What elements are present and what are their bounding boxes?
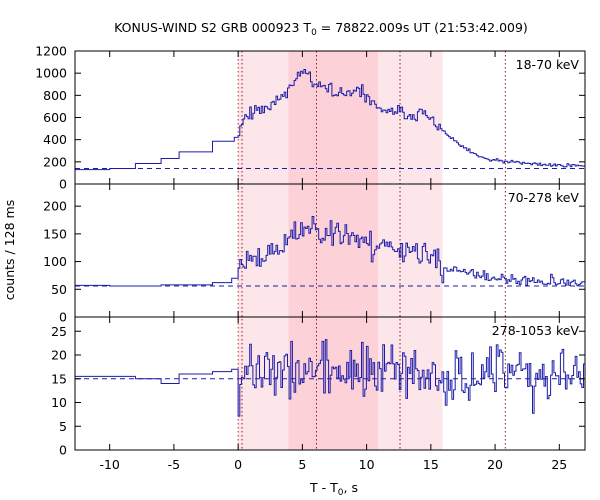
y-axis-label: counts / 128 ms bbox=[2, 200, 17, 300]
panel-2 bbox=[75, 216, 585, 287]
x-tick-label: 25 bbox=[551, 457, 567, 472]
light-curve bbox=[75, 339, 585, 417]
panel-frame-3 bbox=[74, 316, 586, 451]
y-tick-label: 200 bbox=[43, 199, 67, 214]
y-tick-label: 0 bbox=[59, 443, 67, 458]
x-tick-label: 0 bbox=[234, 457, 242, 472]
energy-band-label: 278-1053 keV bbox=[492, 323, 580, 338]
chart-title: KONUS-WIND S2 GRB 000923 T0 = 78822.009s… bbox=[114, 20, 528, 38]
x-tick-label: 15 bbox=[423, 457, 439, 472]
y-tick-label: 1000 bbox=[35, 66, 67, 81]
panel-1 bbox=[75, 69, 585, 171]
y-tick-label: 0 bbox=[59, 177, 67, 192]
x-tick-label: -5 bbox=[168, 457, 180, 472]
y-tick-label: 1200 bbox=[35, 44, 67, 59]
x-tick-label: -10 bbox=[99, 457, 119, 472]
x-tick-label: 20 bbox=[487, 457, 503, 472]
panels bbox=[75, 69, 585, 417]
energy-band-label: 70-278 keV bbox=[508, 190, 580, 205]
y-tick-label: 50 bbox=[51, 282, 67, 297]
y-tick-label: 600 bbox=[43, 110, 67, 125]
x-tick-label: 5 bbox=[298, 457, 306, 472]
y-tick-label: 400 bbox=[43, 132, 67, 147]
y-tick-label: 100 bbox=[43, 254, 67, 269]
y-tick-label: 200 bbox=[43, 154, 67, 169]
x-axis-ticks: -10 -5 0 5 10 15 20 25 bbox=[99, 457, 567, 472]
y-tick-label: 150 bbox=[43, 226, 67, 241]
y-tick-label: 5 bbox=[59, 419, 67, 434]
y-tick-label: 0 bbox=[59, 310, 67, 325]
light-curve bbox=[75, 216, 585, 287]
y-tick-label: 15 bbox=[51, 371, 67, 386]
light-curve bbox=[75, 69, 585, 171]
y-tick-label: 20 bbox=[51, 348, 67, 363]
energy-band-label: 18-70 keV bbox=[516, 57, 580, 72]
shaded-regions bbox=[238, 51, 443, 450]
y-tick-label: 800 bbox=[43, 88, 67, 103]
y-tick-label: 25 bbox=[51, 324, 67, 339]
x-axis-label: T - T0, s bbox=[309, 480, 358, 498]
x-tick-label: 10 bbox=[359, 457, 375, 472]
panel-3 bbox=[75, 339, 585, 417]
y-tick-label: 10 bbox=[51, 395, 67, 410]
